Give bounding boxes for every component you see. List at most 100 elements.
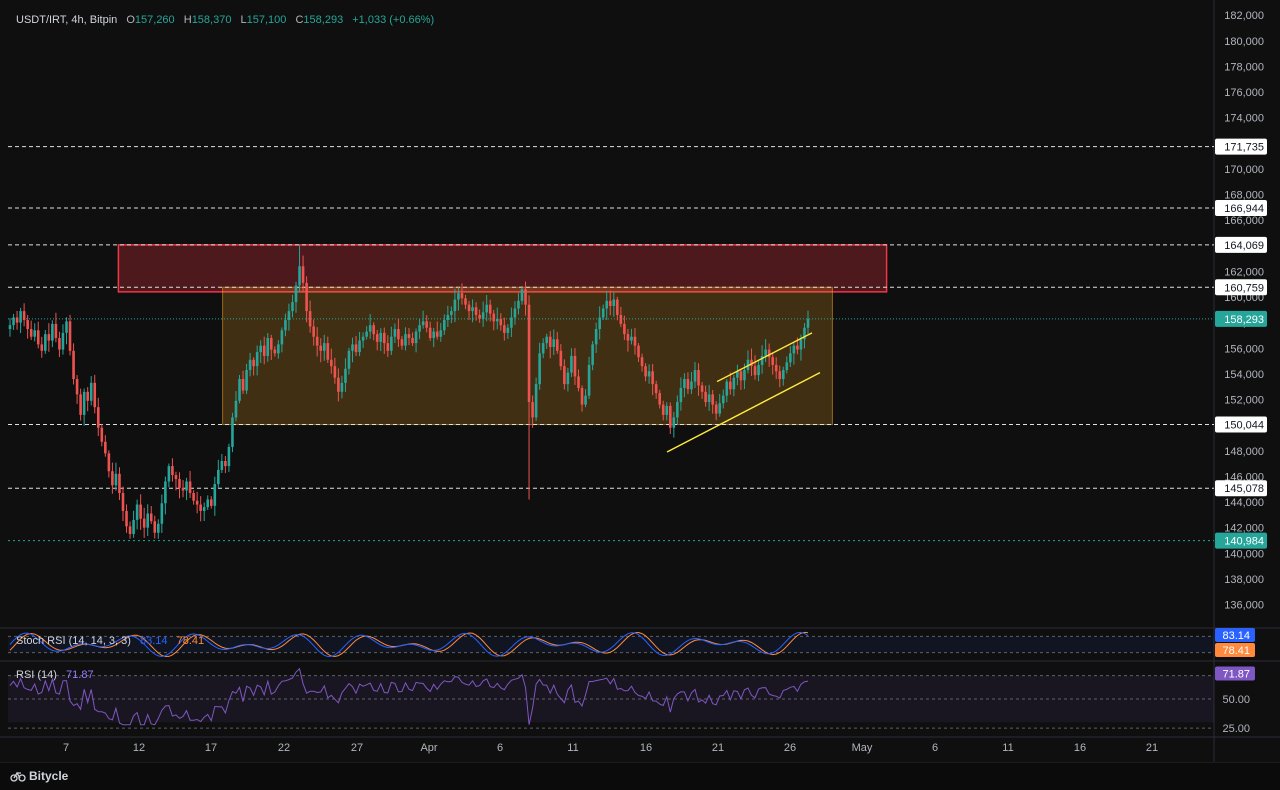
last-price-box: [1215, 310, 1267, 327]
candle-body: [259, 345, 262, 353]
candle-body: [781, 370, 785, 379]
candle-body: [47, 334, 51, 341]
candle-body: [160, 503, 164, 524]
candle-body: [633, 336, 637, 346]
candle-body: [630, 336, 633, 341]
brand-logo[interactable]: Bitycle: [10, 769, 68, 783]
candle-body: [714, 404, 718, 414]
candle-body: [806, 318, 810, 328]
candle-body: [428, 327, 432, 338]
price-tick-label: 136,000: [1224, 600, 1264, 612]
candle-body: [361, 336, 365, 341]
stoch-k-axis-label: 83.14: [1222, 630, 1250, 642]
candle-body: [513, 308, 517, 318]
last-price-label: 158,293: [1224, 314, 1264, 326]
candle-body: [676, 402, 679, 418]
candle-body: [319, 345, 323, 351]
time-tick-label: 6: [497, 742, 503, 754]
candle-body: [541, 343, 545, 354]
candle-body: [128, 526, 132, 535]
level-label-box: [1215, 138, 1267, 155]
candle-body: [425, 321, 428, 328]
resistance-zone: [117, 244, 888, 293]
candle-body: [213, 484, 217, 506]
rsi-tick-label: 25.00: [1222, 723, 1250, 735]
channel-lower-line: [666, 371, 821, 453]
level-label: 140,984: [1224, 536, 1264, 548]
candle-body: [178, 478, 181, 488]
stoch-band: [8, 636, 1214, 653]
candle-body: [799, 339, 803, 350]
candle-body: [464, 298, 467, 305]
candle-body: [693, 370, 697, 382]
level-label: 160,759: [1224, 282, 1264, 294]
candle-body: [750, 359, 753, 367]
candle-body: [718, 403, 722, 414]
candle-body: [767, 349, 771, 358]
candle-body: [121, 493, 125, 511]
candle-body: [333, 366, 337, 378]
candle-body: [227, 446, 231, 467]
candle-body: [51, 323, 54, 341]
candle-body: [174, 475, 178, 479]
candle-body: [79, 394, 82, 415]
brand-name: Bitycle: [29, 769, 69, 783]
candle-body: [616, 299, 619, 315]
price-tick-label: 140,000: [1224, 548, 1264, 560]
candle-body: [439, 330, 443, 337]
candle-body: [520, 289, 524, 301]
candle-body: [690, 381, 693, 390]
bicycle-icon: [10, 771, 26, 782]
candle-body: [298, 266, 301, 286]
candle-body: [238, 379, 241, 401]
candle-body: [577, 376, 580, 388]
candle-body: [591, 344, 594, 365]
candle-body: [732, 377, 736, 390]
candle-body: [443, 320, 446, 331]
level-label-box: [1215, 532, 1267, 549]
candle-body: [467, 304, 471, 312]
time-tick-label: Apr: [420, 742, 437, 754]
candle-body: [181, 487, 185, 491]
time-tick-label: 17: [205, 742, 217, 754]
candle-body: [446, 314, 450, 321]
candle-body: [68, 321, 72, 351]
candle-body: [153, 521, 157, 533]
candle-body: [753, 366, 757, 376]
candle-body: [598, 317, 601, 330]
price-tick-label: 142,000: [1224, 523, 1264, 535]
candle-body: [789, 353, 792, 363]
candle-body: [54, 323, 58, 338]
candle-body: [506, 327, 510, 333]
time-tick-label: 11: [567, 742, 578, 754]
candle-body: [729, 381, 732, 390]
price-tick-label: 156,000: [1224, 343, 1264, 355]
candle-body: [623, 323, 626, 335]
candle-body: [231, 417, 234, 447]
candle-body: [287, 311, 291, 321]
candle-body: [277, 344, 280, 354]
candle-body: [460, 293, 464, 299]
price-tick-label: 144,000: [1224, 497, 1264, 509]
candle-body: [619, 314, 623, 324]
rsi-axis-box: [1215, 666, 1255, 681]
candle-body: [601, 308, 605, 318]
candle-body: [96, 407, 100, 428]
candle-body: [739, 371, 743, 381]
price-tick-label: 176,000: [1224, 87, 1264, 99]
candle-body: [220, 461, 224, 470]
candle-body: [570, 355, 573, 373]
candle-body: [668, 405, 672, 428]
candle-body: [58, 338, 61, 350]
candle-body: [368, 325, 372, 332]
candle-body: [199, 504, 202, 511]
candle-body: [365, 331, 368, 337]
candle-body: [135, 504, 139, 520]
low-value: 157,100: [246, 14, 287, 26]
candle-body: [503, 325, 506, 333]
candle-body: [658, 393, 661, 405]
symbol-name: USDT/IRT, 4h, Bitpin: [16, 14, 118, 26]
candle-body: [661, 404, 665, 415]
